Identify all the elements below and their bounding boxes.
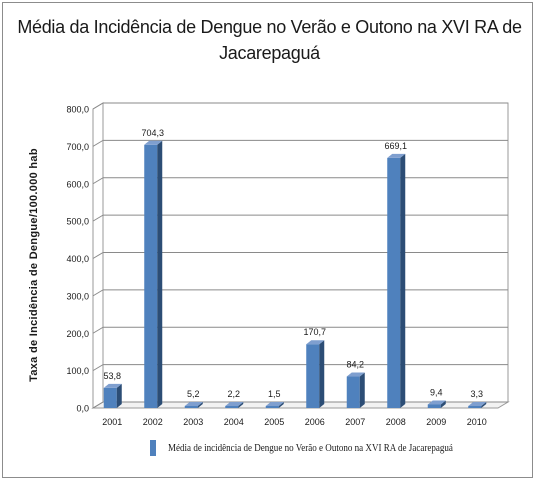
bar [306, 340, 325, 408]
bar [103, 383, 122, 408]
data-label: 9,4 [430, 387, 443, 397]
bar-front [144, 144, 158, 408]
gridline-side [92, 252, 104, 259]
bar [184, 402, 203, 408]
gridline-side [92, 401, 104, 409]
gridline-side [92, 289, 104, 297]
bar-side [197, 402, 203, 408]
bar-front [184, 406, 198, 408]
gridline-side [92, 326, 104, 334]
x-tick-label: 2010 [467, 417, 487, 427]
legend-label: Média de incidência de Dengue no Verão e… [168, 442, 453, 454]
bars [103, 140, 487, 408]
bar-front [346, 376, 360, 408]
x-tick-label: 2001 [102, 417, 122, 427]
data-label: 2,2 [227, 389, 240, 399]
y-tick-label: 600,0 [66, 179, 89, 189]
bar-top [184, 402, 203, 406]
bar-top [265, 402, 284, 406]
y-tick-label: 500,0 [66, 217, 89, 227]
gridline-side [92, 177, 104, 185]
y-tick-label: 700,0 [66, 142, 89, 152]
bar-top [427, 400, 446, 405]
bar-top [103, 383, 122, 388]
data-label: 53,8 [103, 371, 121, 381]
bar-side [238, 402, 244, 408]
data-label: 170,7 [303, 327, 326, 337]
bar [427, 400, 446, 408]
bar-top [387, 153, 406, 158]
x-tick-labels: 2001 2002 2003 2004 2005 2006 2007 2008 2009 2010 [102, 417, 487, 427]
bar-front [427, 404, 441, 408]
bar-side [157, 140, 163, 408]
bar-top [225, 402, 244, 406]
y-tick-label: 100,0 [66, 366, 89, 376]
bar-front [387, 157, 401, 408]
bar-side [359, 372, 365, 408]
y-tick-label: 400,0 [66, 254, 89, 264]
x-tick-label: 2005 [264, 417, 284, 427]
data-label: 84,2 [346, 360, 364, 370]
gridline-side [92, 102, 104, 110]
bar [387, 153, 406, 408]
bar-side [116, 383, 122, 408]
data-label: 1,5 [268, 389, 281, 399]
bar-side [319, 340, 325, 408]
bar-top [144, 140, 163, 145]
gridline-side [92, 214, 104, 222]
gridline-side [92, 364, 104, 372]
bar [225, 402, 244, 408]
x-tick-label: 2003 [183, 417, 203, 427]
y-tick-label: 0,0 [76, 404, 89, 414]
y-tick-label: 200,0 [66, 329, 89, 339]
data-label: 704,3 [141, 128, 164, 138]
data-label: 3,3 [470, 389, 483, 399]
bar [468, 402, 487, 408]
bar-front [468, 406, 482, 408]
bar-top [306, 340, 325, 345]
bar-top [468, 402, 487, 406]
legend: Média de incidência de Dengue no Verão e… [150, 440, 499, 456]
x-tick-label: 2006 [305, 417, 325, 427]
bar-front [306, 344, 320, 408]
x-tick-label: 2009 [426, 417, 446, 427]
y-tick-label: 300,0 [66, 291, 89, 301]
bar [265, 402, 284, 408]
chart-title: Média da Incidência de Dengue no Verão e… [17, 17, 522, 63]
x-tick-label: 2004 [224, 417, 244, 427]
bar-side [400, 153, 406, 408]
x-tick-label: 2008 [386, 417, 406, 427]
data-label: 5,2 [187, 389, 200, 399]
bar-top [346, 372, 365, 377]
bar-side [278, 402, 284, 408]
y-tick-labels: 0,0 100,0 200,0 300,0 400,0 500,0 600,0 700,0 80… [66, 105, 89, 414]
bar-front [265, 406, 279, 408]
bar [144, 140, 163, 408]
x-tick-label: 2002 [143, 417, 163, 427]
bar-side [440, 400, 446, 408]
y-tick-label: 800,0 [66, 105, 89, 115]
x-tick-label: 2007 [345, 417, 365, 427]
bar-front [225, 406, 239, 408]
data-label: 669,1 [384, 141, 407, 151]
bar [346, 372, 365, 408]
data-labels: 53,8 704,3 5,2 2,2 1,5 170,7 84,2 669,1 9,4 3,3 [103, 128, 483, 399]
bar-side [481, 402, 487, 408]
bar-front [103, 387, 117, 408]
gridline-side [92, 139, 104, 147]
legend-swatch [150, 440, 156, 456]
